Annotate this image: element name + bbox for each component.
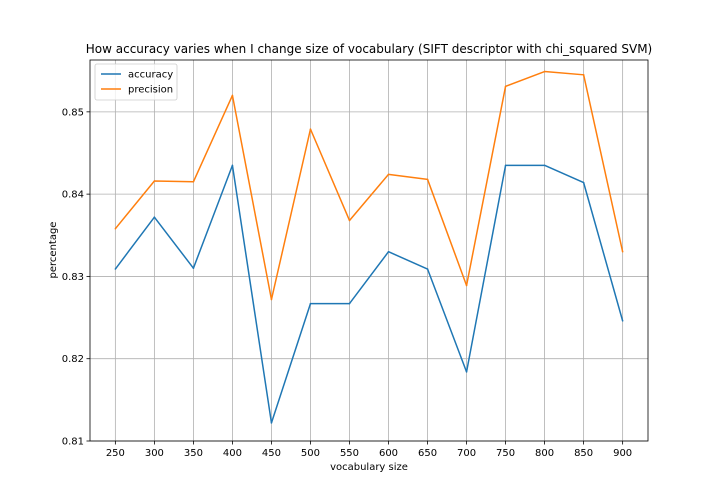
x-tick-label: 650 — [418, 448, 437, 459]
data-point-precision — [309, 128, 312, 130]
x-tick-label: 750 — [496, 448, 515, 459]
data-point-accuracy — [543, 164, 546, 167]
x-axis-label: vocabulary size — [330, 462, 408, 473]
data-point-accuracy — [582, 181, 585, 184]
legend-label-precision: precision — [128, 85, 173, 96]
series-line-accuracy — [114, 164, 624, 424]
data-point-precision — [621, 250, 624, 253]
data-point-accuracy — [348, 302, 351, 305]
x-tick-label: 600 — [379, 448, 398, 459]
chart-title: How accuracy varies when I change size o… — [86, 42, 652, 56]
data-point-accuracy — [309, 302, 312, 305]
series-line-precision — [114, 70, 624, 301]
y-axis-label: percentage — [48, 222, 59, 279]
data-point-precision — [426, 178, 429, 181]
data-point-precision — [465, 284, 468, 287]
data-point-accuracy — [231, 164, 234, 167]
x-tick-label: 300 — [145, 448, 164, 459]
data-point-precision — [582, 74, 585, 76]
data-point-precision — [543, 70, 546, 73]
legend: accuracy precision — [94, 63, 178, 101]
legend-label-accuracy: accuracy — [128, 70, 173, 81]
y-tick-label: 0.81 — [62, 437, 84, 448]
y-tick-label: 0.85 — [62, 107, 84, 118]
data-point-precision — [348, 219, 351, 222]
data-point-accuracy — [192, 267, 195, 269]
y-tick-label: 0.82 — [62, 354, 84, 365]
data-point-precision — [387, 173, 390, 176]
x-tick-label: 900 — [613, 448, 632, 459]
x-tick-label: 350 — [184, 448, 203, 459]
data-point-accuracy — [465, 371, 468, 373]
data-point-precision — [504, 85, 507, 88]
data-point-accuracy — [426, 268, 429, 270]
data-point-precision — [270, 298, 273, 301]
data-point-accuracy — [270, 422, 273, 424]
x-tick-label: 400 — [223, 448, 242, 459]
data-point-accuracy — [387, 250, 390, 253]
data-point-precision — [231, 94, 234, 97]
data-point-accuracy — [621, 320, 624, 322]
x-tick-label: 450 — [262, 448, 281, 459]
x-tick-label: 550 — [340, 448, 359, 459]
data-point-accuracy — [504, 164, 507, 167]
data-point-accuracy — [153, 216, 156, 218]
x-tick-label: 250 — [106, 448, 125, 459]
y-tick-label: 0.84 — [62, 190, 84, 201]
series-lines — [114, 70, 624, 424]
data-point-accuracy — [114, 268, 117, 270]
x-tick-label: 850 — [574, 448, 593, 459]
x-tick-label: 700 — [457, 448, 476, 459]
axis-ticks: 250 300 350 400 450 500 550 600 650 700 750 800 850 9… — [62, 107, 632, 459]
legend-box — [94, 63, 178, 101]
data-point-precision — [114, 227, 117, 230]
data-point-precision — [192, 181, 195, 183]
x-tick-label: 800 — [535, 448, 554, 459]
data-point-precision — [153, 180, 156, 182]
x-tick-label: 500 — [301, 448, 320, 459]
plot-frame — [89, 59, 649, 442]
y-tick-label: 0.83 — [62, 272, 84, 283]
